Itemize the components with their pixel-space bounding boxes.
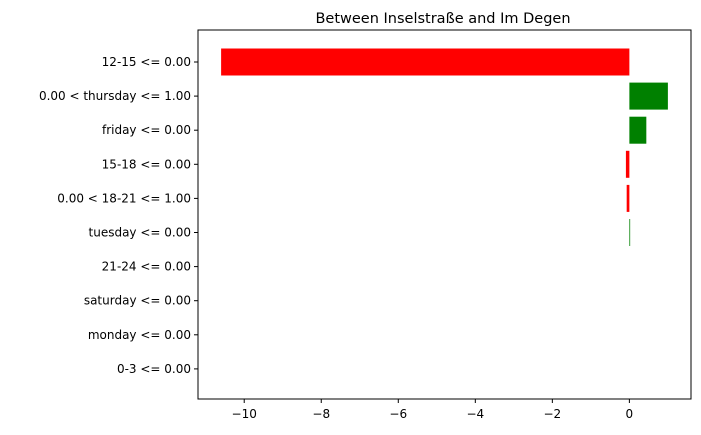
- bar: [625, 150, 630, 178]
- y-tick-label: monday <= 0.00: [88, 328, 191, 342]
- y-tick-label: 0.00 < 18-21 <= 1.00: [57, 191, 191, 205]
- chart-title: Between Inselstraße and Im Degen: [315, 11, 570, 27]
- y-tick-label: tuesday <= 0.00: [89, 226, 191, 240]
- x-tick-label: −4: [466, 407, 484, 421]
- x-tick-label: −8: [312, 407, 330, 421]
- bar: [629, 219, 631, 246]
- bar: [629, 116, 647, 144]
- x-tick-label: −2: [543, 407, 561, 421]
- x-axis: −10 −8 −6 −4 −2 0: [232, 399, 634, 421]
- bars: [221, 48, 668, 246]
- x-tick-label: 0: [626, 407, 634, 421]
- x-tick-label: −10: [232, 407, 257, 421]
- y-axis: 12-15 <= 0.00 0.00 < thursday <= 1.00 frid…: [39, 55, 198, 376]
- y-tick-label: 0.00 < thursday <= 1.00: [39, 89, 191, 103]
- x-tick-label: −6: [389, 407, 407, 421]
- y-tick-label: 15-18 <= 0.00: [102, 157, 191, 171]
- y-tick-label: 0-3 <= 0.00: [117, 362, 191, 376]
- y-tick-label: friday <= 0.00: [102, 123, 191, 137]
- bar: [626, 184, 630, 212]
- bar: [629, 82, 668, 110]
- plot-area-frame: [197, 29, 692, 400]
- y-tick-label: saturday <= 0.00: [84, 294, 191, 308]
- y-tick-label: 12-15 <= 0.00: [102, 55, 191, 69]
- bar: [221, 48, 630, 76]
- y-tick-label: 21-24 <= 0.00: [102, 260, 191, 274]
